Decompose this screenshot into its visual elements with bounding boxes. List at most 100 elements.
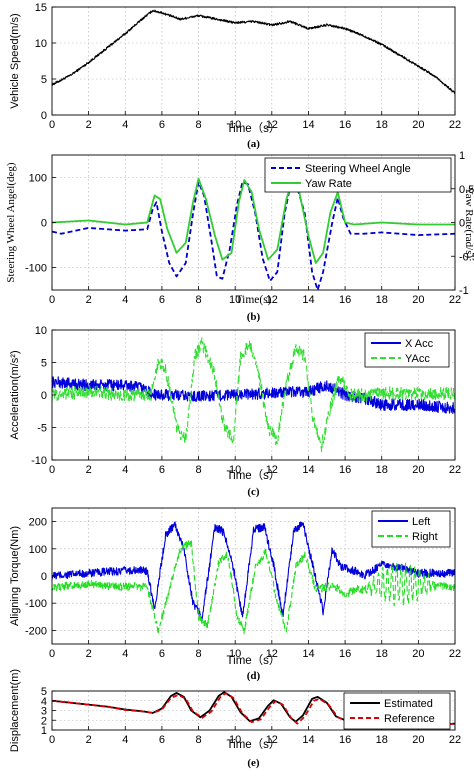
- legend: Left Right: [371, 510, 451, 548]
- y2-tick-label: 0.5: [459, 184, 474, 196]
- x-tick-label: 18: [376, 119, 388, 131]
- x-tick-label: 10: [229, 734, 241, 746]
- x-tick-label: 0: [49, 464, 55, 476]
- x-tick-label: 20: [412, 734, 424, 746]
- y-tick-label: 200: [29, 517, 47, 529]
- x-tick-label: 12: [266, 648, 278, 660]
- y-tick-label: 5: [41, 74, 47, 86]
- x-tick-label: 20: [412, 294, 424, 306]
- x-tick-label: 0: [49, 294, 55, 306]
- panel-caption: (d): [247, 670, 261, 682]
- x-tick-label: 10: [229, 119, 241, 131]
- x-tick-label: 16: [339, 294, 351, 306]
- legend-label: YAcc: [405, 353, 430, 365]
- x-tick-label: 0: [49, 734, 55, 746]
- y-tick-label: 0: [41, 390, 47, 402]
- y2-tick-label: 0: [459, 218, 465, 230]
- x-tick-label: 0: [49, 119, 55, 131]
- x-tick-label: 14: [302, 734, 314, 746]
- x-tick-label: 18: [376, 464, 388, 476]
- y-tick-label: 100: [29, 544, 47, 556]
- panel-caption: (e): [247, 757, 260, 769]
- legend-label: X Acc: [405, 338, 434, 350]
- x-tick-label: 16: [339, 734, 351, 746]
- x-tick-label: 2: [86, 294, 92, 306]
- x-tick-label: 12: [266, 464, 278, 476]
- legend-label: Right: [412, 531, 438, 543]
- x-tick-label: 8: [195, 464, 201, 476]
- y-tick-label: -5: [37, 423, 47, 435]
- x-tick-label: 14: [302, 119, 314, 131]
- y2-axis-label: Yaw Rate(rad/s): [463, 187, 474, 259]
- x-tick-label: 20: [412, 648, 424, 660]
- y-tick-label: 100: [29, 173, 47, 185]
- x-tick-label: 12: [266, 734, 278, 746]
- y-tick-label: 1: [41, 725, 47, 737]
- legend-label: Yaw Rate: [305, 178, 352, 190]
- x-tick-label: 6: [159, 464, 165, 476]
- panel-caption: (c): [247, 486, 260, 498]
- x-axis-label: Time（s）: [227, 738, 281, 751]
- legend: Estimated Reference: [343, 692, 451, 730]
- y2-tick-label: -0.5: [459, 251, 474, 263]
- y-tick-label: -10: [31, 455, 47, 467]
- x-tick-label: 6: [159, 119, 165, 131]
- y-tick-label: 0: [41, 218, 47, 230]
- y-tick-label: 0: [41, 571, 47, 583]
- x-tick-label: 12: [266, 119, 278, 131]
- series-line-speed: [52, 9, 455, 94]
- y-tick-label: 10: [35, 38, 47, 50]
- y-tick-label: 5: [41, 686, 47, 698]
- x-tick-label: 22: [449, 734, 461, 746]
- x-tick-label: 20: [412, 119, 424, 131]
- x-tick-label: 22: [449, 294, 461, 306]
- x-tick-label: 20: [412, 464, 424, 476]
- chart-panel-e: 0 2 4 6 8 10 12 14 16 18 20 2212345Time（s）Displacem…: [9, 669, 461, 769]
- legend-label: Reference: [384, 713, 435, 725]
- plot-frame: [51, 6, 456, 116]
- y2-tick-label: 1: [459, 150, 465, 162]
- x-axis-label: Time（s）: [227, 654, 281, 667]
- x-axis-label: Time（s）: [227, 122, 281, 135]
- chart-panel-b: 0 2 4 6 8 10 12 14 16 18 20 22 -100 0 100 -1 -0.5 0 0.5 1 Ti…: [5, 150, 474, 323]
- x-tick-label: 4: [122, 294, 128, 306]
- y-axis-label: Vehicle Speed(m/s): [9, 13, 21, 108]
- x-tick-label: 6: [159, 648, 165, 660]
- x-tick-label: 18: [376, 294, 388, 306]
- legend-label: Estimated: [384, 698, 433, 710]
- chart-panel-a: 0 2 4 6 8 10 12 14 16 18 20 22 0 5 10 15 Time（s） Vehicle …: [9, 2, 461, 150]
- y-tick-label: 3: [41, 706, 47, 718]
- x-tick-label: 4: [122, 648, 128, 660]
- x-tick-label: 18: [376, 648, 388, 660]
- legend: Steering Wheel Angle Yaw Rate: [264, 157, 452, 193]
- x-tick-label: 10: [229, 294, 241, 306]
- x-tick-label: 8: [195, 294, 201, 306]
- series-line-right: [52, 538, 455, 635]
- x-tick-label: 16: [339, 464, 351, 476]
- x-tick-label: 14: [302, 648, 314, 660]
- legend-label: Left: [412, 516, 430, 528]
- y-tick-label: -200: [25, 625, 47, 637]
- legend-box: [371, 510, 451, 548]
- legend-box: [264, 157, 452, 193]
- y-tick-label: 4: [41, 696, 47, 708]
- series-line-yacc: [52, 337, 455, 453]
- series-line-yaw-rate: [52, 177, 455, 264]
- x-tick-label: 0: [49, 648, 55, 660]
- x-tick-label: 16: [339, 119, 351, 131]
- chart-panel-d: 0 2 4 6 8 10 12 14 16 18 20 22 -200 -100 0 100 200 Time（s…: [9, 507, 461, 682]
- y-tick-label: 15: [35, 2, 47, 14]
- x-tick-label: 8: [195, 119, 201, 131]
- x-axis-label: Time（s）: [227, 469, 281, 482]
- panel-caption: (b): [247, 311, 261, 323]
- x-tick-label: 22: [449, 464, 461, 476]
- series-line-x-acc: [52, 376, 455, 415]
- x-tick-label: 18: [376, 734, 388, 746]
- y-axis-label: Acceleration(m/s²): [9, 350, 21, 439]
- x-tick-label: 14: [302, 294, 314, 306]
- series-line-steering-wheel-angle: [52, 181, 455, 290]
- x-tick-label: 22: [449, 648, 461, 660]
- series-line-left: [52, 521, 455, 621]
- panel-caption: (a): [247, 138, 260, 150]
- legend-box: [364, 332, 450, 368]
